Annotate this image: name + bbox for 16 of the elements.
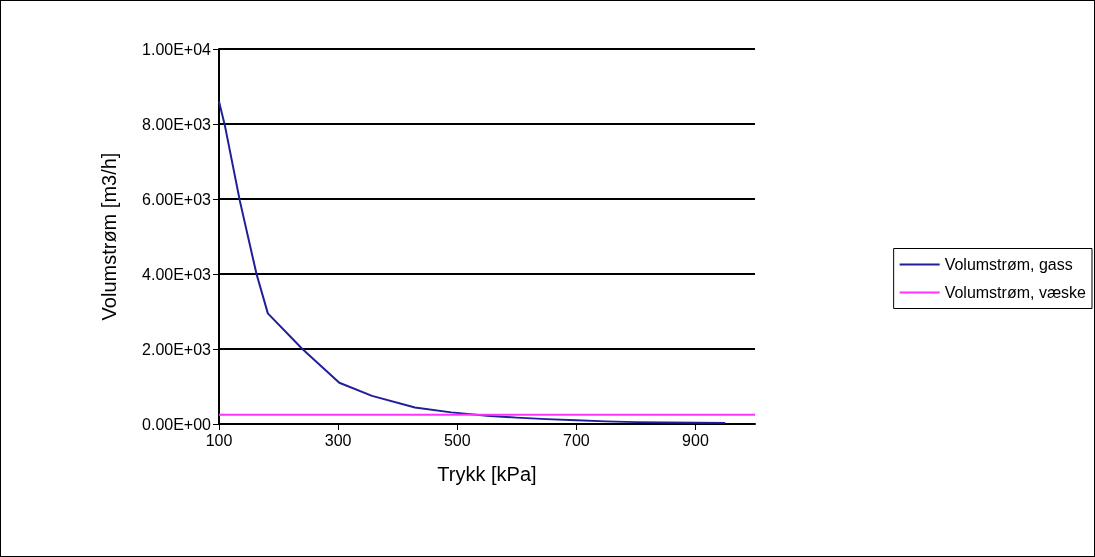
x-tick-label: 500 bbox=[443, 431, 471, 449]
line-series bbox=[218, 100, 727, 424]
x-tick-label: 300 bbox=[324, 431, 352, 449]
y-tick-label: 0.00E+00 bbox=[142, 415, 212, 433]
y-tick-label: 4.00E+03 bbox=[142, 265, 212, 283]
x-tick-label: 900 bbox=[682, 431, 709, 449]
legend-label: Volumstrøm, gass bbox=[944, 256, 1073, 273]
y-tick-label: 1.00E+04 bbox=[142, 40, 212, 58]
legend-label: Volumstrøm, væske bbox=[944, 284, 1087, 301]
y-tick-label: 2.00E+03 bbox=[142, 340, 212, 358]
y-tick-label: 6.00E+03 bbox=[142, 190, 212, 208]
x-tick-label: 100 bbox=[205, 431, 233, 449]
x-tick-label: 700 bbox=[562, 431, 590, 449]
x-axis-title: Trykk [kPa] bbox=[437, 463, 537, 485]
y-tick-label: 8.00E+03 bbox=[142, 115, 212, 133]
y-axis-title: Volumstrøm [m3/h] bbox=[98, 152, 120, 321]
